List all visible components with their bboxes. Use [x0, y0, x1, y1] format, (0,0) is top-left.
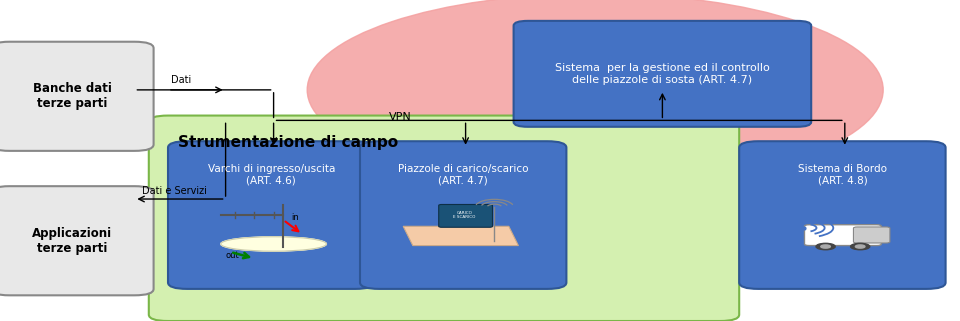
- Text: VPN: VPN: [389, 112, 412, 122]
- Text: out: out: [226, 251, 239, 260]
- Text: CARICO
E SCARICO: CARICO E SCARICO: [453, 211, 476, 219]
- Text: Applicazioni
terze parti: Applicazioni terze parti: [32, 227, 112, 255]
- FancyBboxPatch shape: [168, 141, 374, 289]
- FancyBboxPatch shape: [149, 116, 739, 321]
- Text: Dati: Dati: [171, 75, 191, 85]
- FancyBboxPatch shape: [360, 141, 566, 289]
- Circle shape: [851, 243, 870, 250]
- FancyBboxPatch shape: [853, 227, 890, 243]
- Text: Varchi di ingresso/uscita
(ART. 4.6): Varchi di ingresso/uscita (ART. 4.6): [207, 164, 335, 185]
- Text: Strumentazione di campo: Strumentazione di campo: [178, 135, 397, 150]
- Text: Banche dati
terze parti: Banche dati terze parti: [33, 82, 111, 110]
- FancyBboxPatch shape: [0, 186, 154, 295]
- Text: Sistema  per la gestione ed il controllo
delle piazzole di sosta (ART. 4.7): Sistema per la gestione ed il controllo …: [555, 63, 770, 85]
- Ellipse shape: [221, 237, 326, 251]
- FancyBboxPatch shape: [514, 21, 811, 127]
- Polygon shape: [403, 226, 518, 246]
- Circle shape: [816, 243, 835, 250]
- Text: in: in: [291, 213, 299, 222]
- Text: Sistema di Bordo
(ART. 4.8): Sistema di Bordo (ART. 4.8): [798, 164, 887, 185]
- Text: Dati e Servizi: Dati e Servizi: [142, 186, 207, 196]
- FancyBboxPatch shape: [739, 141, 946, 289]
- Ellipse shape: [307, 0, 883, 186]
- FancyBboxPatch shape: [804, 225, 881, 246]
- Circle shape: [821, 245, 830, 248]
- FancyBboxPatch shape: [439, 204, 492, 227]
- Text: Piazzole di carico/scarico
(ART. 4.7): Piazzole di carico/scarico (ART. 4.7): [398, 164, 528, 185]
- FancyBboxPatch shape: [0, 42, 154, 151]
- Circle shape: [855, 245, 865, 248]
